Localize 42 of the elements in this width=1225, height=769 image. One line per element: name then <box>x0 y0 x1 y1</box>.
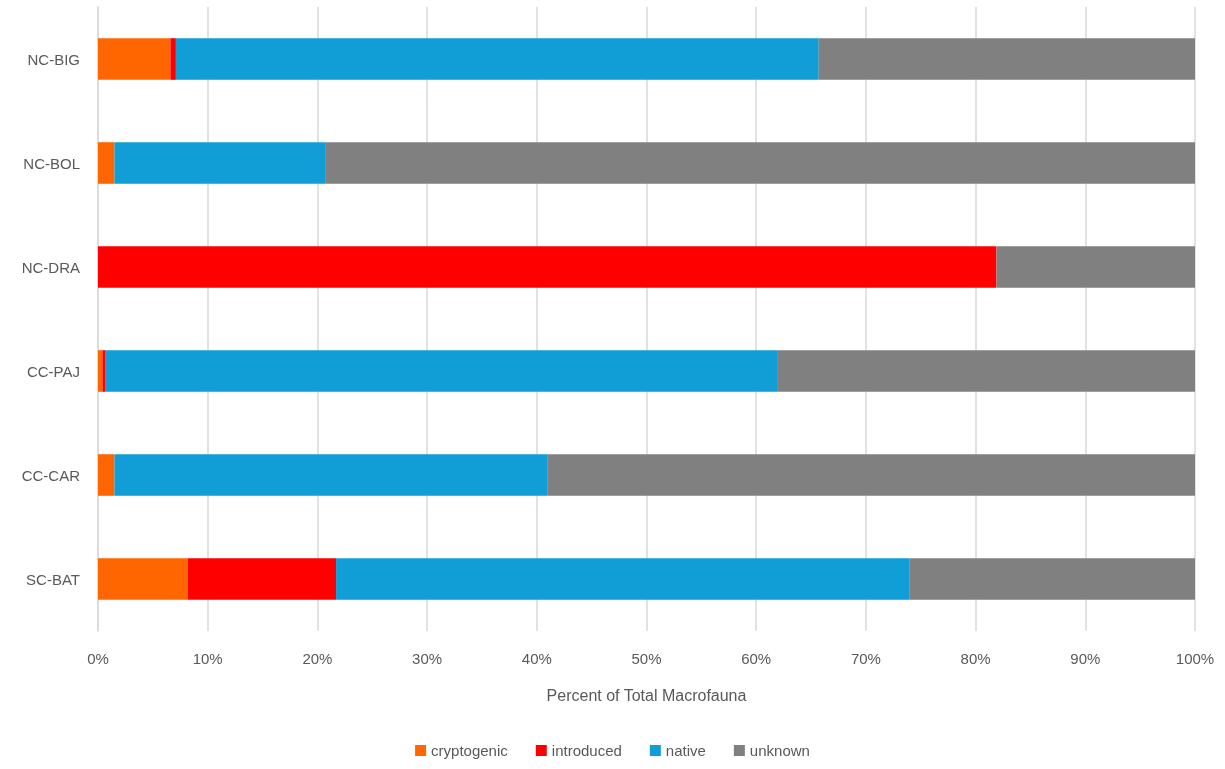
bar <box>98 142 115 184</box>
legend-label: cryptogenic <box>431 742 509 759</box>
y-tick-label: NC-DRA <box>21 258 80 276</box>
bar <box>114 142 326 184</box>
x-tick-label: 20% <box>302 650 333 667</box>
legend-label: introduced <box>551 742 622 759</box>
x-tick-label: 80% <box>960 650 991 667</box>
y-tick-label: NC-BOL <box>23 154 80 172</box>
bar <box>170 38 176 80</box>
legend-label: unknown <box>749 742 810 759</box>
bar <box>909 558 1195 600</box>
y-tick-label: SC-BAT <box>26 570 80 588</box>
bar <box>818 38 1195 80</box>
x-tick-label: 100% <box>1175 650 1215 667</box>
y-tick-label: CC-PAJ <box>26 362 80 380</box>
x-tick-label: 60% <box>741 650 772 667</box>
bar <box>98 454 115 496</box>
bar <box>996 246 1195 288</box>
x-tick-label: 90% <box>1070 650 1101 667</box>
bar <box>175 38 819 80</box>
y-tick-label: NC-BIG <box>27 50 80 68</box>
x-tick-label: 0% <box>87 650 109 667</box>
x-axis-title: Percent of Total Macrofauna <box>546 686 747 704</box>
x-tick-label: 50% <box>631 650 662 667</box>
bar <box>98 350 103 392</box>
bar <box>98 558 188 600</box>
bar <box>325 142 1195 184</box>
x-tick-label: 70% <box>850 650 881 667</box>
bar <box>336 558 910 600</box>
x-tick-label: 40% <box>521 650 552 667</box>
bar <box>102 350 106 392</box>
y-tick-label: CC-CAR <box>21 466 81 484</box>
x-tick-label: 30% <box>412 650 443 667</box>
x-tick-label: 10% <box>192 650 223 667</box>
bar <box>114 454 548 496</box>
bar <box>98 38 171 80</box>
bar <box>105 350 778 392</box>
bar <box>98 246 997 288</box>
bar <box>187 558 337 600</box>
legend-label: native <box>665 742 706 759</box>
bar <box>777 350 1195 392</box>
bar <box>547 454 1195 496</box>
